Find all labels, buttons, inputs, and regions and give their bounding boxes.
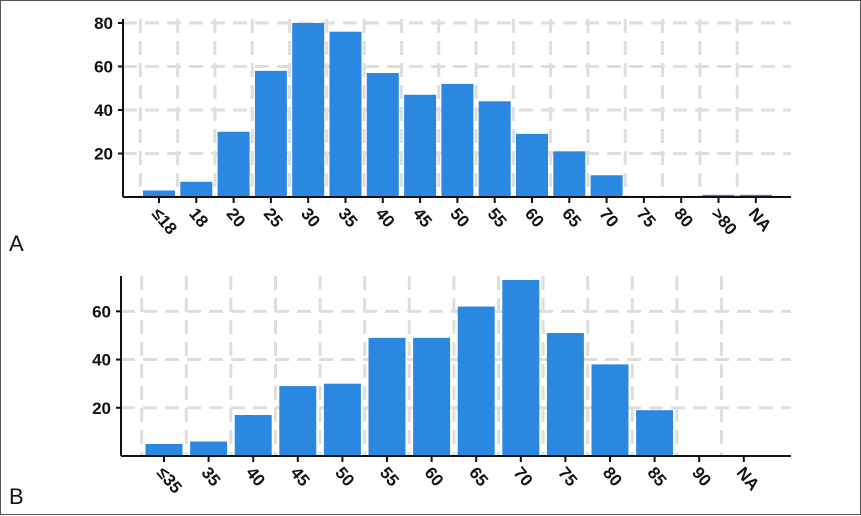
panel-label-b: B <box>9 484 24 509</box>
bar <box>553 151 586 197</box>
bar <box>636 410 674 456</box>
bar <box>217 131 250 197</box>
y-ticks: 20 40 60 <box>92 302 121 418</box>
x-tick-label: 25 <box>260 204 287 231</box>
bar <box>254 70 287 197</box>
y-tick-label: 60 <box>94 58 113 77</box>
bar <box>502 280 540 456</box>
x-tick-label: 50 <box>446 204 473 231</box>
x-tick-label: 40 <box>372 204 399 231</box>
panel-b: 20 40 60 ≤35 35 40 45 50 55 60 65 70 75 80 85 90 NA B <box>0 260 861 515</box>
x-tick-label: 70 <box>596 204 623 231</box>
x-tick-label: 50 <box>331 463 358 490</box>
grid <box>123 19 791 197</box>
x-tick-label: 60 <box>421 463 448 490</box>
bar <box>143 190 175 197</box>
bars <box>143 23 772 198</box>
bar <box>366 73 399 197</box>
x-tick-label: 45 <box>409 204 436 231</box>
x-tick-label: 75 <box>554 463 581 490</box>
x-tick-label: 80 <box>599 463 626 490</box>
bar <box>516 133 548 197</box>
bar <box>180 181 213 197</box>
bar <box>323 383 361 456</box>
bars <box>145 280 674 456</box>
bar <box>590 175 623 197</box>
bar <box>441 83 474 197</box>
bar <box>413 337 451 456</box>
y-tick-label: 20 <box>94 145 113 164</box>
y-tick-label: 40 <box>92 351 111 370</box>
bar <box>478 101 511 197</box>
chart-b: 20 40 60 ≤35 35 40 45 50 55 60 65 70 75 80 85 90 NA <box>92 276 791 497</box>
grid <box>121 276 791 456</box>
x-tick-label: NA <box>733 463 763 494</box>
x-tick-label: ≤18 <box>148 204 181 238</box>
x-tick-label: 18 <box>185 204 212 231</box>
bar <box>329 31 362 198</box>
x-tick-label: >80 <box>707 204 740 238</box>
x-tick-label: 70 <box>510 463 537 490</box>
x-tick-label: 35 <box>198 463 225 490</box>
x-tick-label: 65 <box>465 463 492 490</box>
y-tick-label: 60 <box>92 302 111 321</box>
x-ticks: ≤18 18 20 25 30 35 40 45 50 55 60 65 70 75 80 >80 NA <box>148 197 775 239</box>
bar <box>546 333 584 456</box>
x-tick-label: 85 <box>644 463 671 490</box>
bar <box>190 441 228 456</box>
x-tick-label: ≤35 <box>153 463 186 497</box>
x-tick-label: 55 <box>376 463 403 490</box>
panel-label-a: A <box>9 231 24 256</box>
chart-a: 20 40 60 80 ≤18 18 20 25 30 35 40 45 50 55 60 65 70 75 80 >… <box>94 14 791 239</box>
bar <box>279 386 317 456</box>
bar <box>702 194 735 197</box>
y-ticks: 20 40 60 80 <box>94 14 123 164</box>
x-tick-label: 30 <box>297 204 324 231</box>
y-tick-label: 40 <box>94 101 113 120</box>
x-tick-label: 55 <box>484 204 511 231</box>
bar <box>404 94 437 197</box>
bar <box>292 23 325 197</box>
x-tick-label: NA <box>745 204 775 235</box>
bar <box>145 443 183 456</box>
x-tick-label: 45 <box>287 463 314 490</box>
y-tick-label: 20 <box>92 399 111 418</box>
bar <box>368 337 406 456</box>
bar <box>457 306 495 456</box>
x-tick-label: 80 <box>670 204 697 231</box>
y-tick-label: 80 <box>94 14 113 33</box>
panel-a: 20 40 60 80 ≤18 18 20 25 30 35 40 45 50 55 60 65 70 75 80 >… <box>0 0 861 262</box>
x-tick-label: 35 <box>334 204 361 231</box>
x-tick-label: 65 <box>558 204 585 231</box>
x-ticks: ≤35 35 40 45 50 55 60 65 70 75 80 85 90 NA <box>153 456 763 497</box>
bar <box>234 415 272 456</box>
bar <box>591 364 629 456</box>
x-tick-label: 40 <box>242 463 269 490</box>
x-tick-label: 90 <box>688 463 715 490</box>
x-tick-label: 60 <box>521 204 548 231</box>
x-tick-label: 20 <box>223 204 250 231</box>
bar <box>739 194 772 197</box>
x-tick-label: 75 <box>633 204 660 231</box>
